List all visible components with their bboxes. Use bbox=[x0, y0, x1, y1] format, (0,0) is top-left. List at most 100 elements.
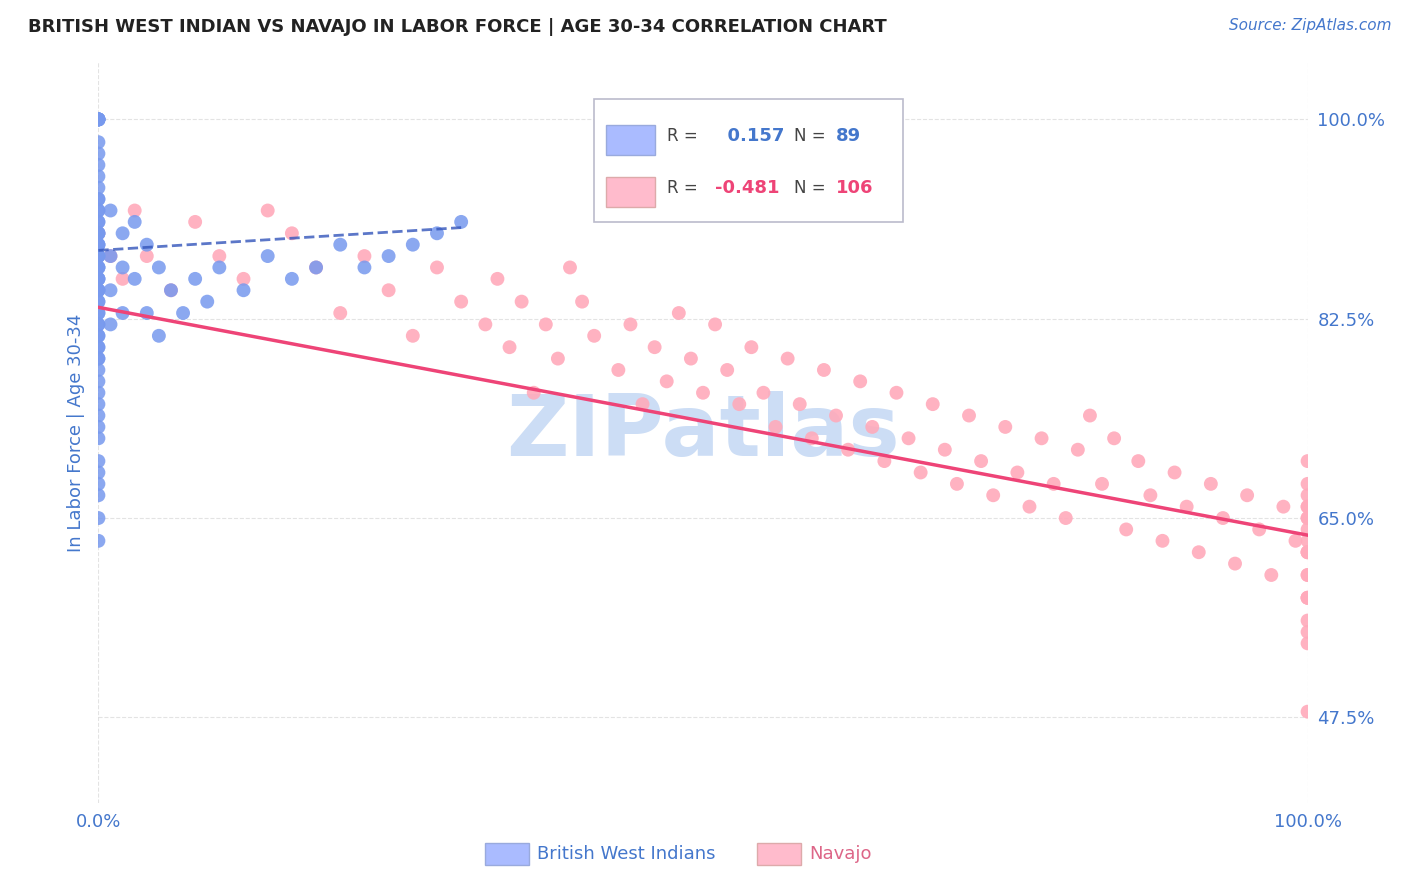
Point bbox=[135, 237, 157, 252]
Point bbox=[1272, 500, 1295, 514]
Point bbox=[160, 283, 183, 297]
Point bbox=[135, 306, 157, 320]
Point bbox=[558, 260, 581, 275]
Point bbox=[111, 306, 134, 320]
Point bbox=[87, 227, 110, 241]
Point bbox=[256, 203, 278, 218]
Point bbox=[100, 249, 122, 263]
Point bbox=[1296, 533, 1319, 548]
Point bbox=[87, 283, 110, 297]
Point bbox=[87, 283, 110, 297]
Point bbox=[160, 283, 183, 297]
Point bbox=[728, 397, 751, 411]
Point bbox=[1249, 523, 1271, 537]
Point bbox=[1296, 624, 1319, 639]
Point bbox=[692, 385, 714, 400]
Point bbox=[87, 146, 110, 161]
Point bbox=[402, 237, 425, 252]
Point bbox=[1139, 488, 1161, 502]
Point bbox=[195, 294, 218, 309]
Point bbox=[1296, 568, 1319, 582]
Point bbox=[87, 260, 110, 275]
Point bbox=[1296, 511, 1319, 525]
Point bbox=[1199, 476, 1222, 491]
Text: British West Indians: British West Indians bbox=[537, 845, 716, 863]
Point bbox=[607, 363, 630, 377]
Point bbox=[1296, 545, 1319, 559]
Point bbox=[87, 237, 110, 252]
Point bbox=[100, 318, 122, 332]
Point bbox=[87, 112, 110, 127]
Point bbox=[281, 272, 304, 286]
Point bbox=[825, 409, 848, 423]
Point bbox=[1223, 557, 1246, 571]
Text: R =: R = bbox=[666, 179, 697, 197]
Point bbox=[87, 112, 110, 127]
Point bbox=[631, 397, 654, 411]
Point bbox=[886, 385, 908, 400]
Point bbox=[87, 112, 110, 127]
Point bbox=[450, 294, 472, 309]
Point bbox=[87, 306, 110, 320]
Point bbox=[87, 454, 110, 468]
Point bbox=[426, 260, 449, 275]
Point bbox=[1175, 500, 1198, 514]
Point bbox=[1296, 500, 1319, 514]
Point bbox=[111, 272, 134, 286]
Point bbox=[87, 237, 110, 252]
Point bbox=[208, 260, 231, 275]
Point bbox=[87, 112, 110, 127]
Point bbox=[353, 249, 375, 263]
Point bbox=[377, 283, 399, 297]
Point bbox=[1042, 476, 1064, 491]
Point bbox=[87, 409, 110, 423]
Point bbox=[87, 318, 110, 332]
Point bbox=[486, 272, 509, 286]
Point bbox=[184, 272, 207, 286]
Text: BRITISH WEST INDIAN VS NAVAJO IN LABOR FORCE | AGE 30-34 CORRELATION CHART: BRITISH WEST INDIAN VS NAVAJO IN LABOR F… bbox=[28, 18, 887, 36]
Point bbox=[135, 249, 157, 263]
Point bbox=[87, 318, 110, 332]
Point bbox=[87, 272, 110, 286]
Point bbox=[776, 351, 799, 366]
Point bbox=[87, 397, 110, 411]
Point bbox=[921, 397, 943, 411]
Point bbox=[184, 215, 207, 229]
Point bbox=[87, 227, 110, 241]
Point bbox=[547, 351, 569, 366]
Text: ZIPatlas: ZIPatlas bbox=[506, 391, 900, 475]
Point bbox=[1296, 545, 1319, 559]
Point bbox=[87, 351, 110, 366]
Point bbox=[1296, 476, 1319, 491]
Point bbox=[87, 260, 110, 275]
Point bbox=[1091, 476, 1114, 491]
Point bbox=[172, 306, 194, 320]
Point bbox=[124, 203, 146, 218]
Point bbox=[1296, 591, 1319, 605]
Point bbox=[765, 420, 787, 434]
Point bbox=[208, 249, 231, 263]
Point bbox=[1067, 442, 1090, 457]
Point bbox=[87, 112, 110, 127]
Point bbox=[704, 318, 727, 332]
Point bbox=[837, 442, 859, 457]
Point bbox=[87, 249, 110, 263]
Point bbox=[148, 328, 170, 343]
Point bbox=[1102, 431, 1125, 445]
Point bbox=[860, 420, 883, 434]
Point bbox=[87, 533, 110, 548]
Point bbox=[534, 318, 557, 332]
Point bbox=[232, 272, 254, 286]
Point bbox=[87, 488, 110, 502]
Point bbox=[1296, 568, 1319, 582]
Point bbox=[87, 294, 110, 309]
Point bbox=[450, 215, 472, 229]
Point bbox=[87, 249, 110, 263]
Point bbox=[329, 237, 352, 252]
Point bbox=[87, 363, 110, 377]
Point bbox=[910, 466, 932, 480]
Point bbox=[1296, 545, 1319, 559]
Point bbox=[1296, 591, 1319, 605]
Point bbox=[87, 306, 110, 320]
Point bbox=[100, 283, 122, 297]
